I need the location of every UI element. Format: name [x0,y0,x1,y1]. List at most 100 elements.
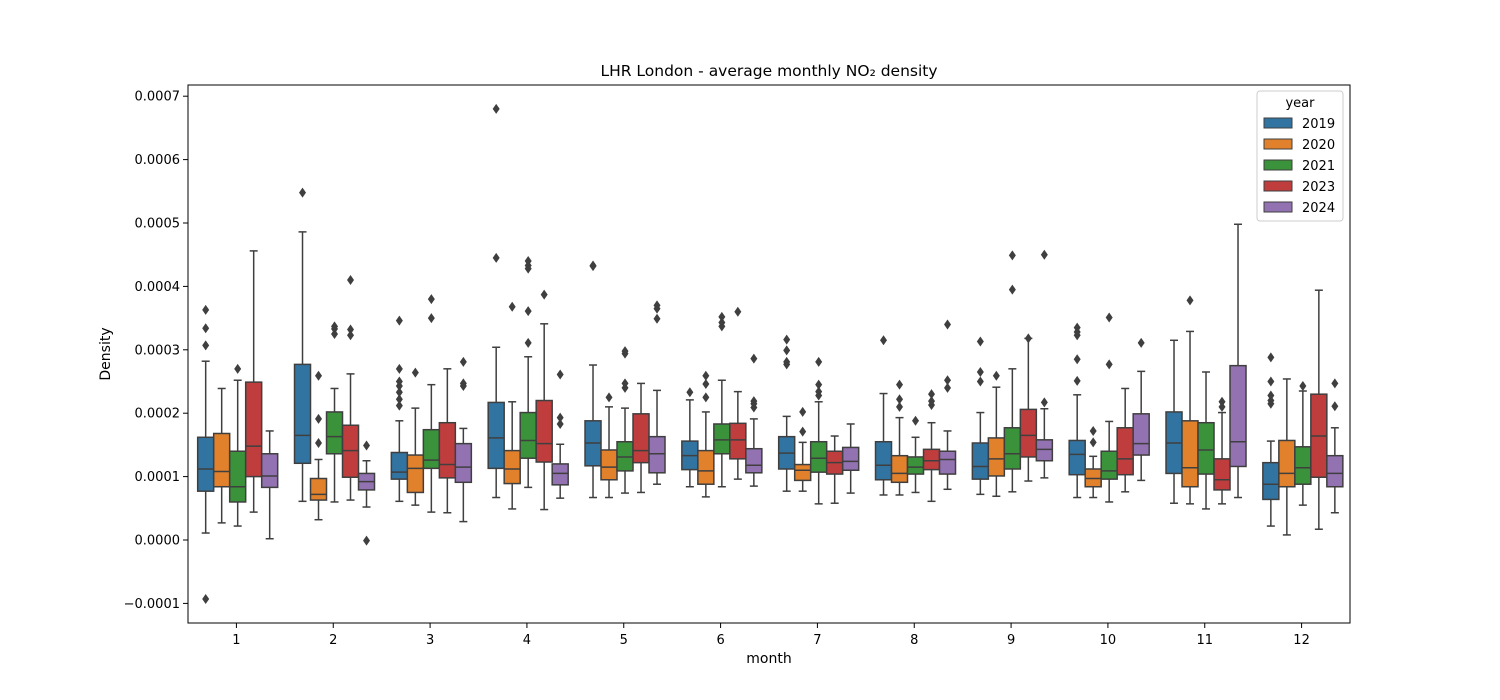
outlier-point [556,369,564,380]
outlier-point [347,330,355,341]
box-2023-month-1 [244,250,263,513]
outlier-point [1073,354,1081,365]
outlier-point [944,375,952,386]
outlier-point [976,336,984,347]
box-2019-month-6 [681,387,699,488]
outlier-point [976,376,984,387]
box-body [697,449,715,485]
box-2019-month-9 [971,336,990,496]
outlier-point [750,396,758,407]
outlier-point [589,260,597,271]
box-2019-month-4 [487,103,505,499]
outlier-point [524,256,532,267]
box-body [325,411,344,455]
box-2020-month-11 [1181,295,1199,505]
series-2021 [228,250,1312,527]
outlier-point [556,418,564,429]
outlier-point [718,311,726,322]
x-tick-label: 5 [620,633,628,648]
box-body [1100,450,1118,480]
box-body [713,423,731,455]
box-body [809,440,828,473]
outlier-point [1024,333,1032,344]
box-body [390,451,409,480]
box-body [1035,439,1054,462]
legend-swatch-2020 [1263,138,1293,150]
outlier-point [896,394,904,405]
outlier-point [815,379,823,390]
series-2024 [260,223,1344,546]
y-axis: −0.0001 0.0000 0.0001 0.0002 0.0003 0.0004 0.0… [124,90,188,612]
box-2020-month-4 [503,301,521,510]
box-body [890,454,909,484]
box-2020-month-3 [406,367,425,506]
outlier-point [540,289,548,300]
outlier-point [459,356,467,367]
box-body [535,399,553,463]
box-2023-month-11 [1213,396,1231,505]
x-axis: 1 2 3 4 5 6 7 8 9 10 11 12 [232,623,1310,648]
y-tick-label: 0.0001 [135,470,181,485]
y-tick-label: 0.0006 [135,153,181,168]
box-2019-month-5 [584,260,602,499]
outlier-point [299,187,307,198]
legend-title: year [1285,96,1315,111]
outlier-point [347,324,355,335]
x-tick-label: 9 [1007,633,1015,648]
legend-label-2024: 2024 [1302,201,1335,216]
box-body [228,450,247,503]
outlier-point [331,321,339,332]
outlier-point [799,426,807,437]
outlier-point [395,315,403,326]
x-tick-label: 3 [426,633,434,648]
outlier-point [621,378,629,389]
box-body [1019,408,1038,458]
box-2019-month-1 [196,304,215,604]
outlier-point [234,363,242,374]
box-body [196,436,215,492]
box-body [874,440,893,481]
outlier-point [1105,359,1113,370]
outlier-point [1218,401,1226,412]
box-2024-month-10 [1132,337,1150,482]
box-body [1003,427,1022,470]
outlier-point [556,412,564,423]
outlier-point [1040,249,1048,260]
box-2021-month-10 [1100,312,1118,503]
legend-label-2019: 2019 [1302,117,1335,132]
outlier-point [944,319,952,330]
box-2024-month-7 [841,423,860,494]
outlier-point [315,437,323,448]
outlier-point [315,370,323,381]
box-2024-month-3 [454,356,473,523]
box-2023-month-9 [1019,333,1038,482]
outlier-point [702,379,710,390]
outlier-point [734,306,742,317]
outlier-point [1267,376,1275,387]
box-2020-month-10 [1084,425,1102,499]
box-body [1229,364,1247,468]
legend-swatch-2021 [1263,159,1293,171]
box-body [1068,439,1086,476]
outlier-point [686,387,694,398]
x-tick-label: 10 [1100,633,1117,648]
box-body [1278,439,1296,488]
outlier-point [427,313,435,324]
outlier-point [347,275,355,286]
outlier-point [524,337,532,348]
outlier-point [944,382,952,393]
box-2019-month-10 [1068,322,1086,499]
outlier-point [783,345,791,356]
box-body [1132,413,1150,456]
outlier-point [459,378,467,389]
box-2023-month-6 [729,306,747,480]
outlier-point [1186,295,1194,306]
box-2024-month-9 [1035,249,1054,479]
outlier-point [315,413,323,424]
box-2024-month-11 [1229,223,1247,499]
outlier-point [992,370,1000,381]
legend: year 2019 2020 2021 2023 2024 [1256,90,1344,222]
outlier-point [411,367,419,378]
box-2020-month-6 [697,370,715,498]
